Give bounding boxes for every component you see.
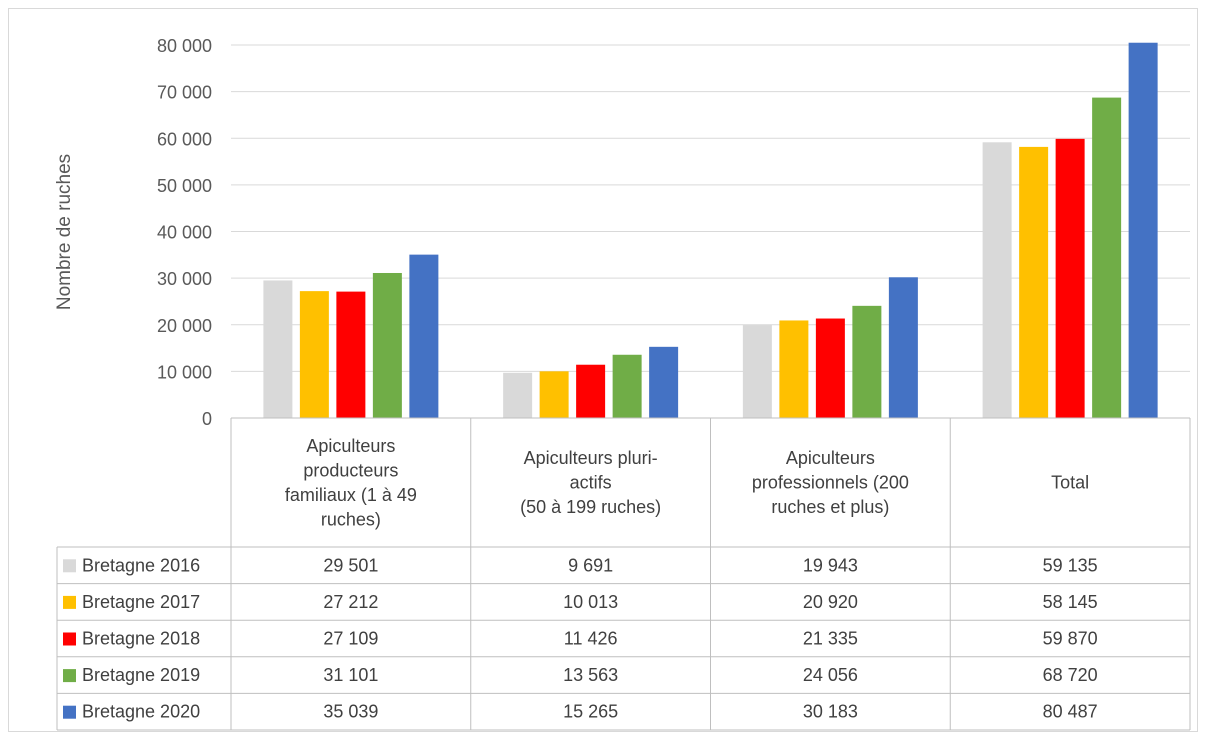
table-cell-value: 68 720 bbox=[1043, 665, 1098, 685]
bar bbox=[612, 354, 642, 418]
y-tick-label: 50 000 bbox=[157, 176, 212, 196]
bar bbox=[263, 280, 293, 418]
bar bbox=[1019, 146, 1049, 419]
bar bbox=[852, 305, 882, 418]
legend-label: Bretagne 2018 bbox=[82, 629, 200, 649]
legend-key bbox=[63, 559, 76, 573]
table-cell-value: 59 135 bbox=[1043, 555, 1098, 575]
legend-label: Bretagne 2019 bbox=[82, 665, 200, 685]
bar bbox=[1055, 138, 1085, 418]
legend-key bbox=[63, 595, 76, 609]
y-tick-label: 10 000 bbox=[157, 362, 212, 382]
table-cell-value: 11 426 bbox=[564, 629, 618, 649]
bar bbox=[982, 142, 1012, 418]
table-cell-value: 20 920 bbox=[803, 592, 858, 612]
bar bbox=[576, 364, 606, 418]
bar bbox=[742, 325, 772, 418]
legend-key bbox=[63, 705, 76, 719]
bar bbox=[815, 318, 845, 418]
bar bbox=[888, 277, 918, 418]
table-cell-value: 27 109 bbox=[323, 629, 378, 649]
bar bbox=[649, 346, 679, 418]
table-cell-value: 15 265 bbox=[563, 702, 618, 722]
bar bbox=[539, 371, 569, 418]
table-cell-value: 59 870 bbox=[1043, 629, 1098, 649]
y-tick-label: 30 000 bbox=[157, 269, 212, 289]
category-label: Apiculteurs producteurs familiaux (1 à 49 r… bbox=[285, 436, 417, 530]
table-cell-value: 10 013 bbox=[563, 592, 618, 612]
legend-label: Bretagne 2020 bbox=[82, 702, 200, 722]
legend-label: Bretagne 2016 bbox=[82, 555, 200, 575]
table-cell-value: 9 691 bbox=[568, 555, 613, 575]
bar bbox=[372, 272, 402, 418]
table-cell-value: 58 145 bbox=[1043, 592, 1098, 612]
y-axis-ticks: 0 10 000 20 000 30 000 40 000 50 000 60 000 70 … bbox=[157, 36, 212, 429]
y-tick-label: 70 000 bbox=[157, 83, 212, 103]
table-cell-value: 13 563 bbox=[563, 665, 618, 685]
category-label: Apiculteurs professionnels (200 ruches et … bbox=[752, 448, 909, 517]
y-tick-label: 0 bbox=[202, 409, 212, 429]
bars bbox=[263, 42, 1158, 419]
bar bbox=[503, 372, 533, 418]
y-axis-label: Nombre de ruches bbox=[54, 154, 75, 310]
table-cell-value: 27 212 bbox=[323, 592, 378, 612]
category-label: Apiculteurs pluri-actifs (50 à 199 ruches… bbox=[520, 448, 661, 517]
legend-key bbox=[63, 669, 76, 683]
bar bbox=[1092, 97, 1122, 418]
category-label: Total bbox=[1051, 473, 1089, 493]
bar bbox=[336, 291, 366, 418]
y-tick-label: 40 000 bbox=[157, 223, 212, 243]
bar bbox=[1128, 42, 1158, 418]
table-cell-value: 31 101 bbox=[323, 665, 378, 685]
table-cell-value: 29 501 bbox=[323, 555, 378, 575]
bar bbox=[299, 291, 329, 418]
bar bbox=[779, 320, 809, 418]
table-cell-value: 35 039 bbox=[323, 702, 378, 722]
table-cell-value: 19 943 bbox=[803, 555, 858, 575]
y-tick-label: 60 000 bbox=[157, 129, 212, 149]
table-cell-value: 21 335 bbox=[803, 629, 858, 649]
legend-key bbox=[63, 632, 76, 646]
data-table: Apiculteurs producteurs familiaux (1 à 49 r… bbox=[56, 417, 1191, 731]
y-tick-label: 80 000 bbox=[157, 36, 212, 56]
table-cell-value: 30 183 bbox=[803, 702, 858, 722]
legend-label: Bretagne 2017 bbox=[82, 592, 200, 612]
y-tick-label: 20 000 bbox=[157, 316, 212, 336]
table-cell-value: 80 487 bbox=[1043, 702, 1098, 722]
table-cell-value: 24 056 bbox=[803, 665, 858, 685]
bar bbox=[409, 254, 439, 418]
